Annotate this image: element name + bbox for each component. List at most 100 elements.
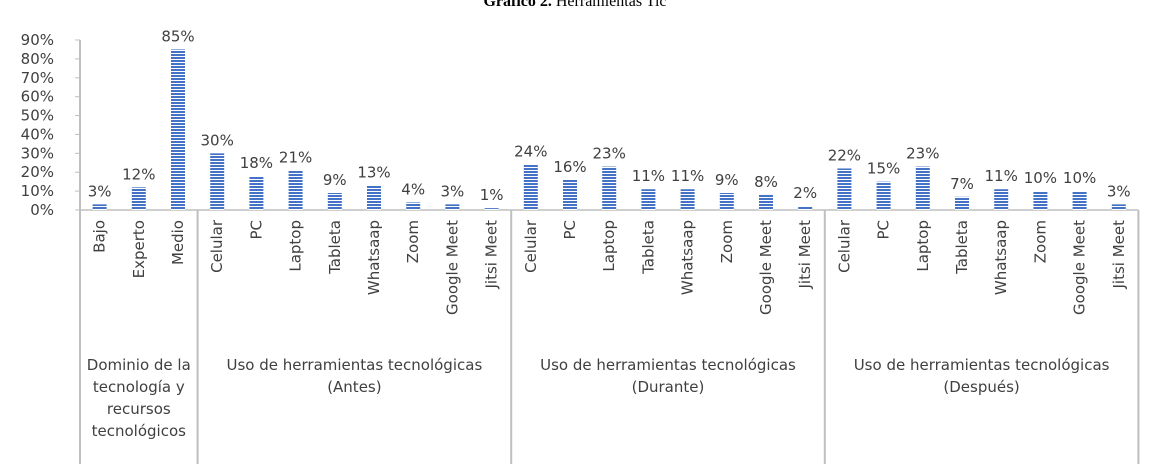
x-tick-label: Jitsi Meet bbox=[796, 220, 814, 290]
value-label: 24% bbox=[514, 143, 547, 161]
value-label: 8% bbox=[754, 173, 778, 191]
value-label: 15% bbox=[867, 160, 900, 178]
y-tick-label: 0% bbox=[30, 201, 54, 219]
bar bbox=[406, 202, 421, 210]
x-tick-label: Tableta bbox=[953, 220, 971, 275]
x-tick-label: Bajo bbox=[91, 220, 109, 253]
bar bbox=[367, 185, 381, 210]
bar bbox=[445, 204, 460, 210]
bar bbox=[759, 194, 773, 210]
y-tick-label: 10% bbox=[21, 182, 54, 200]
x-tick-label: PC bbox=[875, 220, 893, 240]
bar bbox=[327, 193, 342, 210]
y-tick-label: 40% bbox=[21, 125, 54, 143]
bar bbox=[719, 193, 734, 210]
x-tick-label: Zoom bbox=[718, 220, 736, 263]
title-prefix: Gráfico 2. bbox=[483, 0, 551, 10]
x-tick-label: Tableta bbox=[639, 220, 657, 275]
value-label: 9% bbox=[323, 171, 347, 189]
bar bbox=[602, 166, 617, 210]
x-tick-label: Tableta bbox=[326, 220, 344, 275]
value-label: 10% bbox=[1063, 169, 1096, 187]
group-label: Uso de herramientas tecnológicas (Durant… bbox=[540, 356, 796, 396]
value-label: 23% bbox=[906, 145, 939, 163]
x-tick-label: PC bbox=[561, 220, 579, 240]
value-label: 3% bbox=[88, 182, 112, 200]
x-tick-label: Celular bbox=[835, 219, 853, 273]
x-tick-label: Laptop bbox=[914, 220, 932, 272]
bar bbox=[798, 206, 813, 210]
bar bbox=[1072, 191, 1087, 210]
bar bbox=[171, 49, 185, 210]
value-label: 11% bbox=[632, 167, 665, 185]
value-label: 4% bbox=[401, 180, 425, 198]
bar bbox=[249, 176, 264, 210]
value-label: 30% bbox=[201, 131, 234, 149]
bar bbox=[915, 166, 930, 210]
x-tick-label: Zoom bbox=[1031, 220, 1049, 263]
x-tick-label: Jitsi Meet bbox=[483, 220, 501, 290]
x-tick-label: Jitsi Meet bbox=[1110, 220, 1128, 290]
y-tick-label: 70% bbox=[21, 69, 54, 87]
y-tick-label: 60% bbox=[21, 88, 54, 106]
y-tick-label: 90% bbox=[21, 31, 54, 49]
value-label: 85% bbox=[161, 27, 194, 45]
x-tick-label: Whatsaap bbox=[992, 220, 1010, 295]
group-label: Uso de herramientas tecnológicas (Despué… bbox=[853, 356, 1110, 396]
x-tick-label: Google Meet bbox=[1071, 220, 1089, 315]
bar bbox=[523, 164, 538, 210]
bar bbox=[210, 153, 225, 210]
x-tick-label: Google Meet bbox=[757, 220, 775, 315]
value-label: 1% bbox=[480, 186, 504, 204]
bar bbox=[484, 208, 499, 210]
bar bbox=[837, 168, 852, 210]
y-tick-label: 80% bbox=[21, 50, 54, 68]
x-tick-label: Celular bbox=[208, 219, 226, 273]
x-tick-label: Laptop bbox=[287, 220, 305, 272]
x-tick-label: Whatsaap bbox=[679, 220, 697, 295]
value-label: 23% bbox=[593, 145, 626, 163]
value-label: 13% bbox=[357, 163, 390, 181]
value-label: 10% bbox=[1024, 169, 1057, 187]
value-label: 22% bbox=[828, 146, 861, 164]
value-label: 7% bbox=[950, 175, 974, 193]
value-label: 3% bbox=[1107, 182, 1131, 200]
value-label: 18% bbox=[240, 154, 273, 172]
y-tick-label: 20% bbox=[21, 163, 54, 181]
x-tick-label: Celular bbox=[522, 219, 540, 273]
y-tick-label: 30% bbox=[21, 144, 54, 162]
bar bbox=[680, 189, 695, 210]
value-label: 9% bbox=[715, 171, 739, 189]
value-label: 16% bbox=[553, 158, 586, 176]
bar bbox=[563, 179, 577, 210]
group-label: Uso de herramientas tecnológicas (Antes) bbox=[226, 356, 483, 396]
bar bbox=[288, 170, 303, 210]
value-label: 2% bbox=[793, 184, 817, 202]
value-label: 21% bbox=[279, 148, 312, 166]
bar bbox=[876, 181, 891, 210]
bar bbox=[994, 189, 1009, 210]
x-tick-label: Experto bbox=[130, 220, 148, 278]
x-tick-label: Google Meet bbox=[443, 220, 461, 315]
value-label: 11% bbox=[985, 167, 1018, 185]
group-label: Dominio de la tecnología y recursos tecn… bbox=[86, 356, 191, 440]
bar bbox=[955, 196, 969, 210]
bar bbox=[92, 204, 107, 210]
x-tick-label: Medio bbox=[169, 220, 187, 265]
title-text: Herramientas Tic bbox=[556, 0, 667, 10]
x-tick-label: Laptop bbox=[600, 220, 618, 272]
bar bbox=[1111, 204, 1126, 210]
value-label: 12% bbox=[122, 165, 155, 183]
bar bbox=[131, 187, 146, 210]
chart-title: Gráfico 2. Herramientas Tic bbox=[483, 0, 666, 10]
y-tick-label: 50% bbox=[21, 107, 54, 125]
x-tick-label: PC bbox=[247, 220, 265, 240]
x-tick-label: Zoom bbox=[404, 220, 422, 263]
value-label: 3% bbox=[441, 182, 465, 200]
x-tick-label: Whatsaap bbox=[365, 220, 383, 295]
bar bbox=[641, 189, 656, 210]
value-label: 11% bbox=[671, 167, 704, 185]
bar bbox=[1033, 191, 1048, 210]
